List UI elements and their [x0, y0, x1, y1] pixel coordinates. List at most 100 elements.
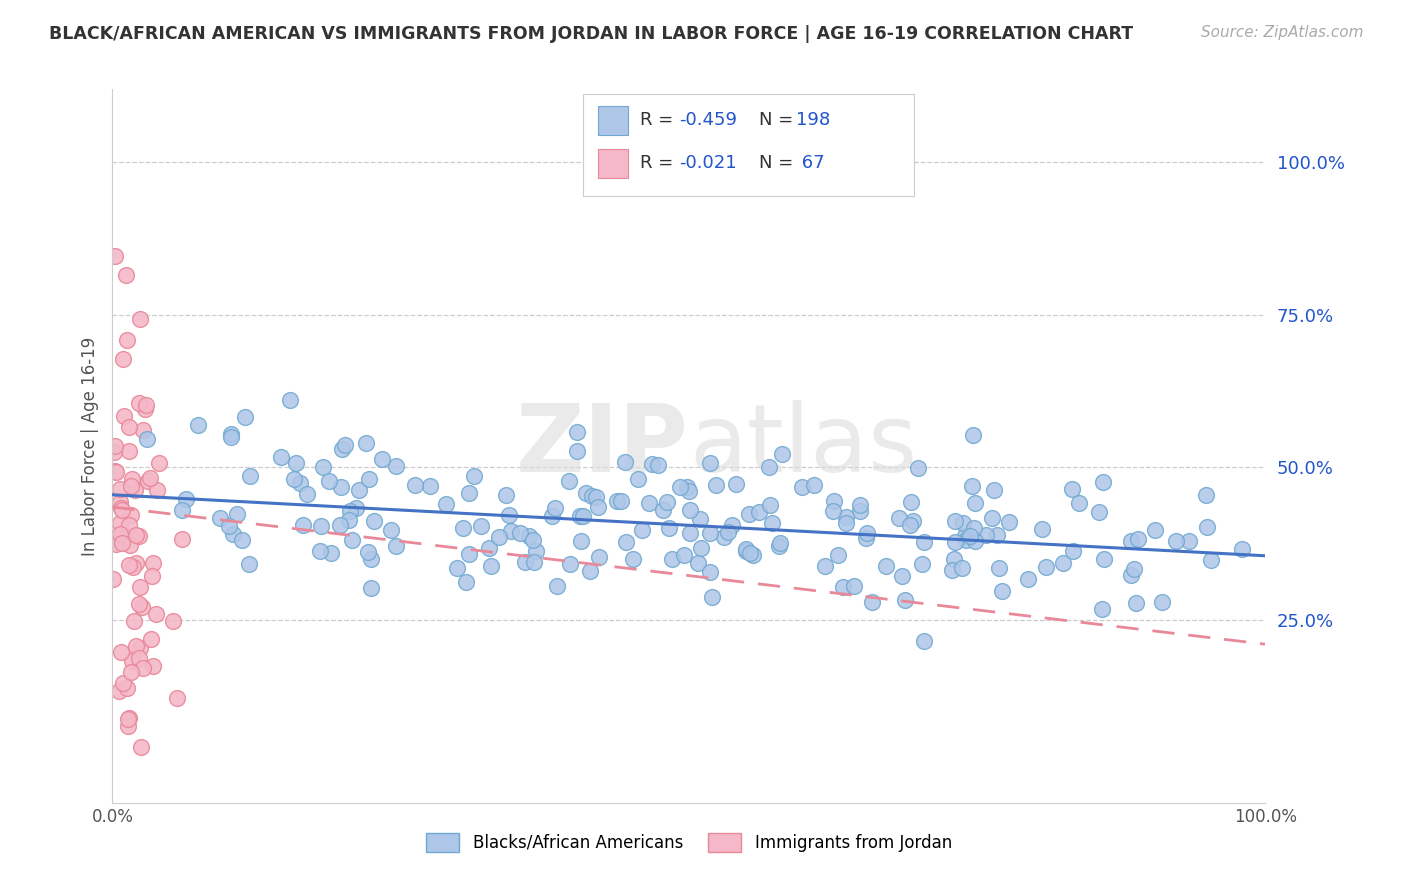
Point: [1052, 556, 1074, 570]
Point: [225, 507, 247, 521]
Point: [955, 533, 977, 547]
Point: [110, 645, 132, 659]
Point: [1092, 475, 1115, 489]
Point: [134, 401, 156, 416]
Point: [621, 552, 644, 566]
Point: [688, 556, 710, 570]
Point: [103, 445, 125, 459]
Point: [1123, 562, 1146, 576]
Point: [108, 494, 131, 508]
Point: [1031, 522, 1053, 536]
Point: [309, 519, 332, 533]
Point: [115, 268, 138, 282]
Point: [959, 529, 981, 543]
Point: [357, 545, 380, 559]
Point: [233, 410, 256, 425]
Point: [128, 640, 150, 655]
Point: [115, 681, 138, 696]
Point: [337, 513, 360, 527]
Point: [768, 539, 790, 553]
Text: -0.459: -0.459: [679, 112, 737, 129]
Point: [132, 423, 155, 437]
Point: [458, 486, 481, 500]
Point: [145, 607, 167, 622]
Point: [340, 533, 363, 547]
Point: [446, 561, 468, 575]
Point: [997, 516, 1019, 530]
Point: [912, 535, 935, 549]
Point: [911, 557, 934, 571]
Point: [108, 684, 131, 698]
Point: [962, 479, 984, 493]
Point: [488, 530, 510, 544]
Point: [118, 444, 141, 458]
Point: [333, 438, 356, 452]
Point: [943, 514, 966, 528]
Point: [132, 660, 155, 674]
Point: [288, 476, 311, 491]
Y-axis label: In Labor Force | Age 16-19: In Labor Force | Age 16-19: [80, 336, 98, 556]
Point: [575, 486, 598, 500]
Point: [1121, 534, 1143, 549]
Point: [385, 539, 408, 553]
Point: [170, 532, 193, 546]
Point: [360, 551, 382, 566]
Point: [139, 632, 162, 647]
Point: [1017, 572, 1039, 586]
Point: [567, 444, 589, 458]
Point: [758, 459, 780, 474]
Point: [142, 659, 165, 673]
Point: [661, 551, 683, 566]
Point: [981, 511, 1004, 525]
Point: [704, 477, 727, 491]
Point: [953, 529, 976, 543]
Point: [1164, 534, 1187, 549]
Point: [128, 528, 150, 542]
Legend: Blacks/African Americans, Immigrants from Jordan: Blacks/African Americans, Immigrants fro…: [419, 826, 959, 859]
Point: [565, 425, 588, 439]
Point: [104, 439, 127, 453]
Point: [1092, 552, 1115, 566]
Point: [700, 590, 723, 604]
Point: [231, 533, 253, 548]
Point: [125, 528, 148, 542]
Point: [419, 479, 441, 493]
Point: [652, 503, 675, 517]
Point: [1197, 520, 1219, 534]
Point: [384, 458, 406, 473]
Point: [117, 719, 139, 733]
Point: [142, 556, 165, 570]
Point: [1119, 568, 1142, 582]
Point: [987, 561, 1010, 575]
Point: [128, 597, 150, 611]
Point: [655, 494, 678, 508]
Point: [699, 456, 721, 470]
Point: [295, 486, 318, 500]
Point: [770, 447, 793, 461]
Point: [517, 529, 540, 543]
Point: [135, 399, 157, 413]
Point: [1062, 482, 1084, 496]
Point: [121, 472, 143, 486]
Point: [614, 455, 637, 469]
Point: [145, 483, 167, 498]
Point: [848, 499, 870, 513]
Point: [669, 480, 692, 494]
Point: [360, 582, 382, 596]
Point: [571, 508, 593, 523]
Point: [943, 534, 966, 549]
Point: [735, 544, 758, 558]
Point: [835, 516, 858, 530]
Point: [219, 430, 242, 444]
Point: [347, 483, 370, 497]
Text: -0.021: -0.021: [679, 154, 737, 172]
Point: [124, 483, 146, 497]
Point: [131, 599, 153, 614]
Point: [1125, 596, 1147, 610]
Point: [108, 516, 131, 530]
Point: [962, 427, 984, 442]
Point: [120, 479, 142, 493]
Point: [284, 456, 307, 470]
Point: [121, 654, 143, 668]
Point: [912, 633, 935, 648]
